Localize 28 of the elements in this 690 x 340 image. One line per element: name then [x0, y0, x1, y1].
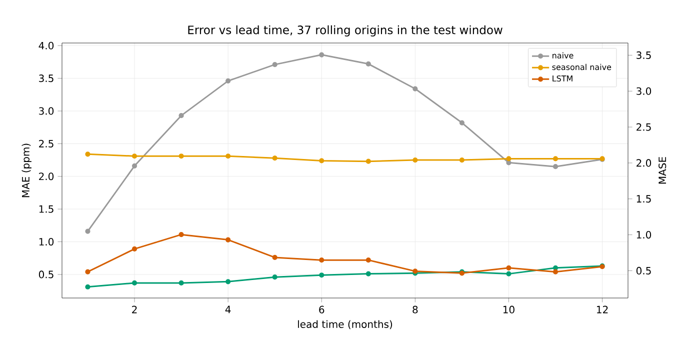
y-tick-label: 0.5 [38, 270, 54, 278]
y2-tick-label: 1.0 [636, 230, 652, 239]
y-tick-label: 1.0 [39, 238, 54, 246]
y2-tick-label: 0.5 [636, 266, 651, 274]
x-tick-label: 4 [225, 306, 231, 314]
y2-tick-label: 3.0 [636, 87, 652, 95]
x-tick-label: 2 [132, 306, 137, 314]
x-tick-label: 8 [412, 306, 418, 314]
x-tick-label: 12 [597, 306, 608, 314]
x-axis-title: lead time (months) [298, 320, 392, 330]
y-tick-label: 3.0 [39, 107, 54, 115]
y2-tick-label: 1.5 [636, 195, 651, 203]
y2-axis-title: MASE [658, 157, 666, 184]
y2-tick-label: 2.0 [636, 159, 652, 167]
y-axis-title: MAE (ppm) [22, 144, 32, 198]
x-tick-label: 10 [503, 306, 514, 314]
legend-label: LSTM [552, 75, 572, 82]
y-tick-label: 2.5 [39, 140, 54, 148]
y-tick-label: 1.5 [39, 205, 54, 213]
y-tick-label: 2.0 [39, 172, 54, 180]
x-tick-label: 6 [319, 306, 324, 314]
chart-title: Error vs lead time, 37 rolling origins in the test window [188, 25, 502, 36]
legend-label: seasonal naive [552, 64, 612, 70]
y-tick-label: 4.0 [38, 42, 54, 50]
legend-label: naive [552, 52, 574, 58]
y2-tick-label: 2.5 [636, 123, 651, 131]
y2-tick-label: 3.5 [636, 51, 651, 59]
y-tick-label: 3.5 [39, 74, 54, 82]
